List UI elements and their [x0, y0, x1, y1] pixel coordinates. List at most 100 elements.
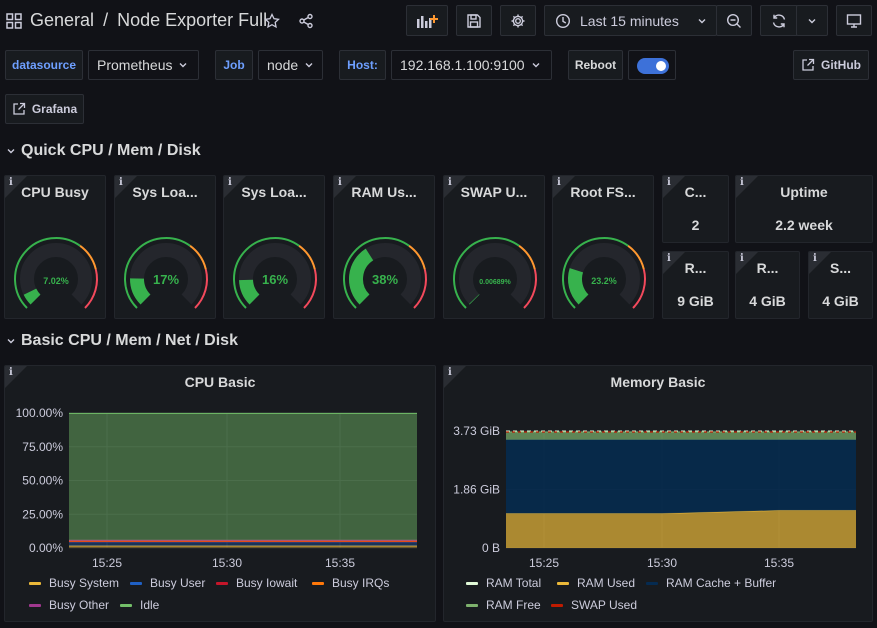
legend-label: Busy Other [49, 598, 110, 612]
legend-item[interactable]: Idle [120, 598, 159, 612]
y-tick-label: 0.00% [29, 541, 63, 555]
legend-item[interactable]: RAM Used [557, 576, 635, 590]
legend-item[interactable]: Busy System [29, 576, 119, 590]
gauge-threshold-red [84, 269, 98, 309]
gauge-panel[interactable]: i Sys Loa... 16% [223, 175, 325, 319]
gauge-panel[interactable]: i CPU Busy 7.02% [4, 175, 106, 319]
add-panel-icon [417, 14, 438, 28]
info-icon[interactable]: i [557, 177, 561, 188]
share-icon[interactable] [297, 12, 315, 30]
info-icon[interactable]: i [448, 367, 452, 378]
info-icon[interactable]: i [119, 177, 123, 188]
legend-item[interactable]: Busy Other [29, 598, 109, 612]
panel-title: Sys Loa... [241, 184, 307, 200]
panel-title: RAM Us... [351, 184, 417, 200]
panel-title: Memory Basic [610, 374, 706, 390]
legend-label: Busy User [150, 576, 206, 590]
refresh-interval-button[interactable] [796, 5, 828, 36]
chevron-down-icon [7, 339, 15, 344]
panel-corner [663, 176, 685, 198]
legend-item[interactable]: RAM Total [466, 576, 541, 590]
gauge-threshold-orange [189, 245, 207, 270]
stat-panel-rootfs-total[interactable]: i R... 4 GiB [735, 251, 800, 319]
gauge-svg: 16% [233, 237, 317, 309]
stat-panel-swap-total[interactable]: i S... 4 GiB [808, 251, 873, 319]
gauge-value-label: 17% [153, 272, 179, 287]
info-icon[interactable]: i [338, 177, 342, 188]
refresh-button[interactable] [760, 5, 798, 36]
panel-corner [5, 366, 27, 388]
time-range-picker[interactable]: Last 15 minutes [544, 5, 717, 36]
legend-item[interactable]: Busy Iowait [216, 576, 297, 590]
gauge-panel[interactable]: i RAM Us... 38% [333, 175, 435, 319]
job-select[interactable]: node [258, 50, 323, 80]
gauge-threshold-orange [79, 245, 97, 270]
zoom-out-button[interactable] [716, 5, 752, 36]
info-icon[interactable]: i [448, 177, 452, 188]
memory-basic-chart[interactable]: 0 B 1.86 GiB 3.73 GiB 15:25 15:30 15:35 [444, 366, 873, 622]
gauge-threshold-green [124, 237, 191, 309]
info-icon[interactable]: i [740, 253, 744, 264]
panel-title: Uptime [780, 184, 828, 200]
stat-panel-cores[interactable]: i C... 2 [662, 175, 729, 243]
panel-corner [224, 176, 246, 198]
host-select[interactable]: 192.168.1.100:9100 [391, 50, 552, 80]
external-link-icon [13, 102, 25, 115]
y-tick-label: 25.00% [22, 507, 63, 521]
legend-item[interactable]: RAM Free [466, 598, 541, 612]
github-link[interactable]: GitHub [793, 50, 869, 80]
info-icon[interactable]: i [9, 367, 13, 378]
reboot-toggle-frame[interactable] [628, 50, 676, 80]
chevron-down-icon [532, 63, 540, 68]
dashboard-title[interactable]: Node Exporter Full [117, 10, 268, 30]
legend-item[interactable]: Busy IRQs [312, 576, 389, 590]
legend-swatch [29, 581, 41, 585]
panel-title: Sys Loa... [132, 184, 198, 200]
save-dashboard-button[interactable] [456, 5, 492, 36]
gauge-panel[interactable]: i SWAP U... 0.00689% [443, 175, 545, 319]
memory-basic-panel[interactable]: i Memory Basic 0 B 1.86 GiB 3.73 GiB 15:25 1… [443, 365, 873, 622]
tv-mode-button[interactable] [836, 5, 872, 36]
legend-label: RAM Used [577, 576, 636, 590]
stat-panel-uptime[interactable]: i Uptime 2.2 week [735, 175, 873, 243]
info-icon[interactable]: i [667, 177, 671, 188]
panel-title: C... [684, 184, 707, 200]
star-icon[interactable] [263, 12, 281, 30]
host-value: 192.168.1.100:9100 [400, 57, 525, 73]
reboot-toggle[interactable] [637, 58, 669, 74]
row-quick-cpu-mem-disk[interactable]: Quick CPU / Mem / Disk [6, 142, 201, 160]
legend-label: Busy Iowait [236, 576, 298, 590]
refresh-icon [772, 13, 786, 28]
datasource-select[interactable]: Prometheus [88, 50, 199, 80]
info-icon[interactable]: i [667, 253, 671, 264]
info-icon[interactable]: i [813, 253, 817, 264]
stat-value: 2.2 week [775, 217, 833, 233]
gauge-svg: 38% [343, 237, 427, 309]
gauge-value-label: 0.00689% [479, 279, 511, 286]
grafana-link[interactable]: Grafana [5, 94, 84, 124]
gauge-panel[interactable]: i Root FS... 23.2% [552, 175, 654, 319]
cpu-basic-chart[interactable]: 0.00% 25.00% 50.00% 75.00% 100.00% 15:25 15:30… [5, 366, 436, 622]
info-icon[interactable]: i [9, 177, 13, 188]
legend-label: Busy IRQs [332, 576, 390, 590]
row-basic-cpu-mem-net-disk[interactable]: Basic CPU / Mem / Net / Disk [6, 332, 238, 350]
legend-label: RAM Total [486, 576, 542, 590]
gauge-panel[interactable]: i Sys Loa... 17% [114, 175, 216, 319]
info-icon[interactable]: i [228, 177, 232, 188]
dashboards-grid-icon[interactable] [5, 12, 23, 30]
x-tick-label: 15:35 [764, 556, 794, 570]
stat-value: 4 GiB [822, 293, 859, 309]
legend-item[interactable]: RAM Cache + Buffer [646, 576, 776, 590]
y-tick-label: 50.00% [22, 474, 63, 488]
row-title-basic: Basic CPU / Mem / Net / Disk [21, 332, 238, 349]
reboot-label: Reboot [568, 50, 623, 80]
info-icon[interactable]: i [740, 177, 744, 188]
dashboard-settings-button[interactable] [500, 5, 536, 36]
legend-item[interactable]: SWAP Used [551, 598, 637, 612]
add-panel-button[interactable] [406, 5, 448, 36]
cpu-basic-panel[interactable]: i CPU Basic 0.00% 25.00% 50.00% 75.00% 100.0… [4, 365, 436, 622]
legend-item[interactable]: Busy User [130, 576, 205, 590]
gauge-svg: 7.02% [14, 237, 98, 309]
breadcrumb-folder[interactable]: General [30, 10, 95, 30]
stat-panel-ram-total[interactable]: i R... 9 GiB [662, 251, 729, 319]
